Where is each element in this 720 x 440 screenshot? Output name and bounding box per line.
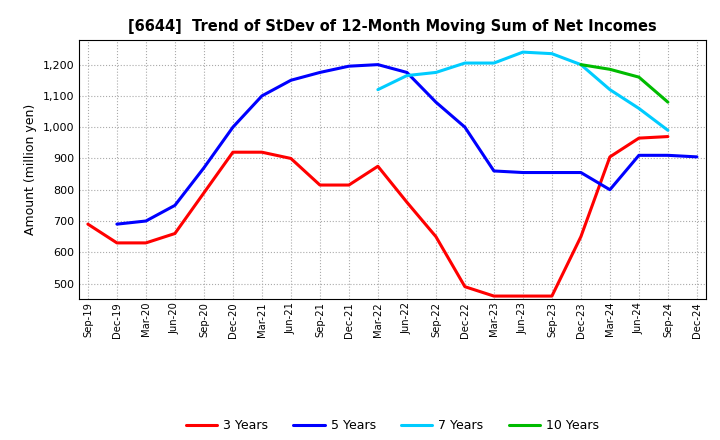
- Y-axis label: Amount (million yen): Amount (million yen): [24, 104, 37, 235]
- Legend: 3 Years, 5 Years, 7 Years, 10 Years: 3 Years, 5 Years, 7 Years, 10 Years: [181, 414, 604, 437]
- Title: [6644]  Trend of StDev of 12-Month Moving Sum of Net Incomes: [6644] Trend of StDev of 12-Month Moving…: [128, 19, 657, 34]
